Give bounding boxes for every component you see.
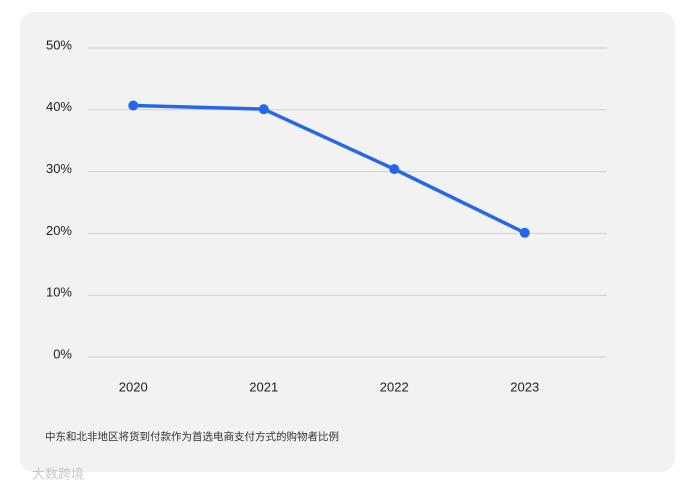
- point: [519, 227, 530, 238]
- watermark: 大数跨境: [32, 466, 84, 481]
- point: [128, 100, 139, 111]
- caption: 中东和北非地区将货到付款作为首选电商支付方式的购物者比例: [45, 430, 339, 443]
- card: [20, 12, 675, 472]
- x-tick-label: 2023: [510, 379, 539, 394]
- point: [389, 164, 400, 175]
- y-tick-label: 50%: [46, 37, 72, 52]
- y-tick-label: 40%: [46, 99, 72, 114]
- x-tick-label: 2021: [249, 379, 278, 394]
- x-tick-label: 2020: [119, 379, 148, 394]
- line: [133, 103, 526, 235]
- point: [258, 104, 269, 115]
- y-tick-label: 20%: [46, 223, 72, 238]
- x-tick-label: 2022: [380, 379, 409, 394]
- y-tick-label: 0%: [53, 346, 72, 361]
- y-tick-label: 10%: [46, 285, 72, 300]
- y-tick-label: 30%: [46, 161, 72, 176]
